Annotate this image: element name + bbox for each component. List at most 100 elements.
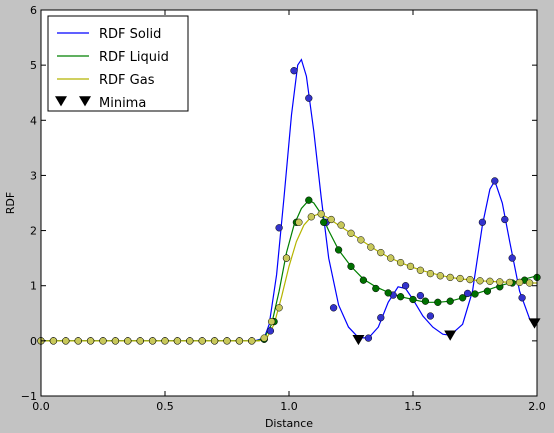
x-tick-label: 1.0 xyxy=(280,400,298,413)
rdf-gas-point xyxy=(49,337,58,345)
legend-swatch-minima xyxy=(55,96,67,107)
minima-marker xyxy=(528,318,541,329)
rdf-gas-point xyxy=(260,334,268,342)
rdf-gas-point xyxy=(367,243,375,251)
legend-label-rdf-gas: RDF Gas xyxy=(99,73,155,88)
rdf-gas-point xyxy=(347,229,355,237)
rdf-liquid-point xyxy=(409,295,417,304)
rdf-gas-point xyxy=(136,337,144,345)
rdf-solid-point xyxy=(491,177,499,185)
rdf-gas-point xyxy=(99,337,107,345)
rdf-gas-point xyxy=(515,278,524,287)
series-layer xyxy=(37,58,541,346)
rdf-liquid-point xyxy=(471,290,479,298)
plot-frame xyxy=(40,9,538,397)
rdf-gas-point xyxy=(506,278,514,287)
legend-label-rdf-solid: RDF Solid xyxy=(99,27,161,42)
rdf-gas-point xyxy=(86,337,95,345)
x-tick-label: 2.0 xyxy=(528,400,546,413)
x-tick-label: 1.5 xyxy=(404,400,422,413)
rdf-solid-point xyxy=(426,312,435,320)
rdf-solid-point xyxy=(305,94,313,102)
x-tick-label: 0.5 xyxy=(156,400,174,413)
rdf-gas-point xyxy=(377,248,385,257)
rdf-liquid-point xyxy=(347,262,355,271)
rdf-gas-point xyxy=(307,213,315,221)
rdf-gas-point xyxy=(295,218,303,226)
y-tick-label: 0 xyxy=(30,335,37,348)
rdf-liquid-point xyxy=(434,298,442,306)
y-tick-label: −1 xyxy=(21,390,37,403)
legend-swatch-minima xyxy=(79,96,91,107)
rdf-gas-point xyxy=(198,337,206,345)
rdf-gas-point xyxy=(173,337,182,345)
legend: RDF Solid RDF Liquid RDF Gas Minima xyxy=(47,15,189,112)
rdf-gas-point xyxy=(416,266,425,274)
rdf-liquid-point xyxy=(421,297,430,305)
rdf-gas-point xyxy=(486,277,494,285)
rdf-gas-point xyxy=(466,275,474,284)
rdf-solid-point xyxy=(518,294,526,302)
rdf-gas-point xyxy=(248,337,256,345)
rdf-gas-point xyxy=(387,254,395,262)
rdf-solid-point xyxy=(463,289,472,298)
rdf-solid-point xyxy=(329,304,338,312)
rdf-gas-point xyxy=(223,337,231,345)
rdf-gas-point xyxy=(74,337,82,345)
rdf-gas-point xyxy=(337,221,345,229)
rdf-gas-point xyxy=(275,304,283,312)
rdf-solid-point xyxy=(364,334,373,342)
rdf-liquid-point xyxy=(334,246,343,254)
rdf-gas-point xyxy=(124,337,132,345)
rdf-liquid-point xyxy=(320,218,328,226)
rdf-gas-point xyxy=(446,273,454,282)
rdf-solid-point xyxy=(266,327,275,335)
y-tick-label: 3 xyxy=(30,169,37,182)
y-tick-label: 1 xyxy=(30,280,37,293)
y-tick-label: 5 xyxy=(30,59,37,72)
rdf-liquid-point xyxy=(384,289,392,297)
rdf-gas-point xyxy=(62,337,70,345)
rdf-gas-point xyxy=(186,337,194,345)
y-axis-label: RDF xyxy=(4,192,17,214)
rdf-solid-line xyxy=(41,58,538,342)
rdf-liquid-point xyxy=(483,287,492,295)
minima-marker xyxy=(444,330,457,341)
rdf-liquid-point xyxy=(359,276,368,284)
rdf-solid-point xyxy=(508,254,516,262)
rdf-gas-point xyxy=(210,337,219,345)
legend-label-rdf-liquid: RDF Liquid xyxy=(99,50,169,65)
rdf-gas-point xyxy=(327,215,335,224)
rdf-gas-point xyxy=(396,258,405,267)
y-tick-label: 6 xyxy=(30,4,37,17)
rdf-liquid-point xyxy=(305,196,313,204)
rdf-solid-point xyxy=(290,67,298,75)
rdf-liquid-point xyxy=(458,294,467,302)
y-tick-label: 4 xyxy=(30,114,37,127)
rdf-solid-point xyxy=(501,215,509,224)
rdf-gas-point xyxy=(235,337,244,345)
rdf-gas-point xyxy=(161,337,169,345)
rdf-gas-point xyxy=(317,210,325,218)
rdf-gas-point xyxy=(406,262,415,271)
rdf-solid-point xyxy=(377,314,385,322)
rdf-solid-point xyxy=(416,291,425,300)
rdf-gas-point xyxy=(456,274,464,283)
legend-box xyxy=(47,15,189,112)
rdf-gas-point xyxy=(476,277,484,285)
x-tick-label: 0.0 xyxy=(32,400,50,413)
rdf-liquid-point xyxy=(372,284,380,293)
rdf-liquid-point xyxy=(446,297,454,305)
rdf-gas-point xyxy=(357,236,365,244)
minima-marker xyxy=(352,334,365,346)
rdf-gas-point xyxy=(111,337,120,345)
y-tick-label: 2 xyxy=(30,225,37,238)
rdf-solid-point xyxy=(275,224,283,232)
x-axis-label: Distance xyxy=(265,417,313,430)
rdf-gas-point xyxy=(148,337,157,345)
rdf-gas-point xyxy=(436,272,444,280)
rdf-gas-point xyxy=(426,269,435,278)
rdf-gas-point xyxy=(282,254,291,262)
axes-layer: 0.0 0.5 1.0 1.5 2.0 −1 0 1 2 3 4 5 6 xyxy=(21,4,546,413)
